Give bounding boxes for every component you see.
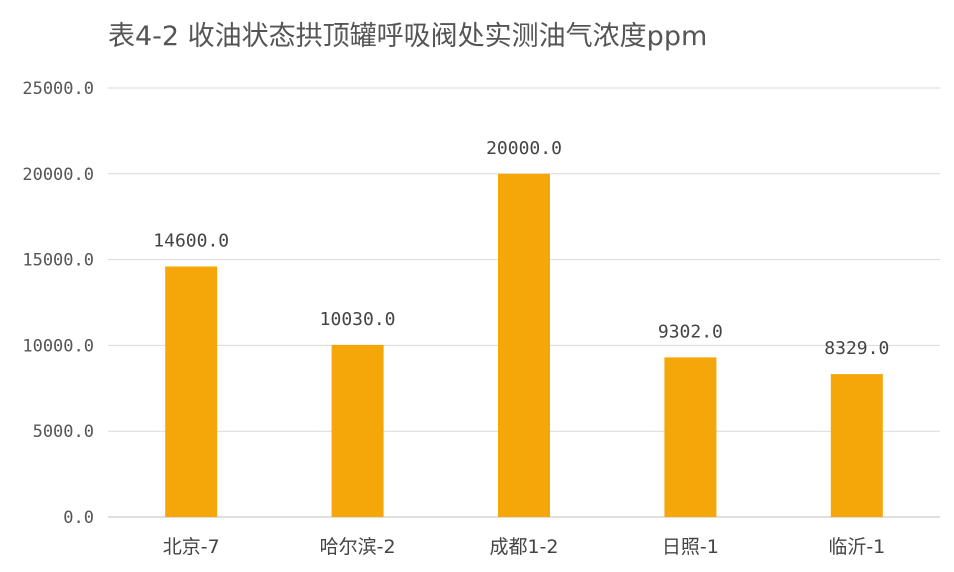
x-category-label: 日照-1: [662, 536, 719, 558]
y-tick-label: 20000.0: [22, 165, 94, 185]
x-category-label: 北京-7: [163, 536, 220, 558]
x-category-label: 临沂-1: [828, 536, 885, 558]
x-category-label: 成都1-2: [489, 536, 558, 558]
y-tick-label: 0.0: [63, 508, 94, 528]
bar: [664, 357, 717, 517]
chart-title: 表4-2 收油状态拱顶罐呼吸阀处实测油气浓度ppm: [108, 21, 708, 52]
x-category-label: 哈尔滨-2: [320, 536, 396, 558]
x-axis-category-labels: 北京-7 哈尔滨-2 成都1-2 日照-1 临沂-1: [163, 536, 886, 558]
y-tick-label: 25000.0: [22, 79, 94, 99]
data-label: 20000.0: [486, 138, 562, 159]
data-label: 8329.0: [824, 338, 889, 359]
y-axis-tick-labels: 0.0 5000.0 10000.0 15000.0 20000.0 25000.0: [22, 79, 94, 528]
y-tick-label: 15000.0: [22, 251, 94, 271]
data-labels: 14600.0 10030.0 20000.0 9302.0 8329.0: [153, 138, 889, 359]
y-tick-label: 10000.0: [22, 336, 94, 356]
y-tick-label: 5000.0: [33, 422, 94, 442]
data-label: 14600.0: [153, 230, 229, 251]
bars: [165, 173, 883, 518]
data-label: 10030.0: [320, 309, 396, 330]
data-label: 9302.0: [658, 321, 723, 342]
bar: [165, 266, 218, 517]
bar: [830, 374, 883, 517]
bar: [498, 173, 550, 518]
bar: [331, 344, 384, 517]
